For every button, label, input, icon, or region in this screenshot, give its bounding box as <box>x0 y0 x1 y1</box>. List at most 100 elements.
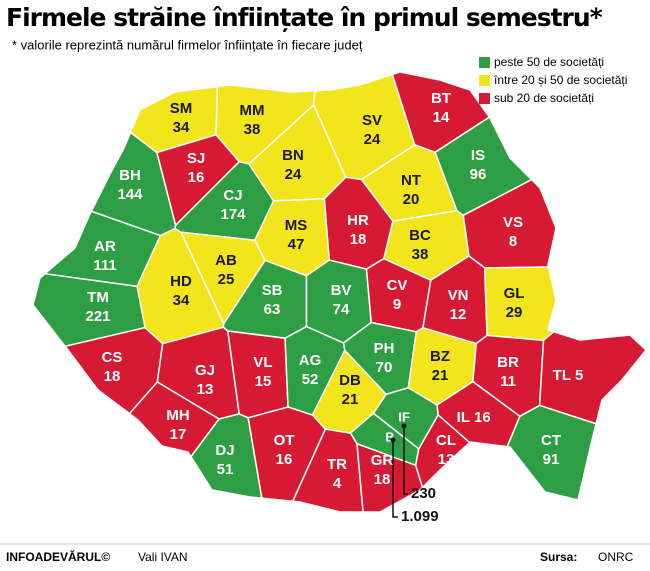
county-code: AB <box>215 252 237 269</box>
counties <box>32 71 648 513</box>
leader-dot <box>390 437 396 443</box>
county-value: 52 <box>302 371 319 388</box>
county-code: TL <box>553 367 571 384</box>
county-code: GR <box>371 452 394 469</box>
county-label: CS 18 <box>102 349 123 385</box>
county-label: SM 34 <box>170 100 193 136</box>
county-label: MM 38 <box>240 102 265 138</box>
legend: peste 50 de societăți între 20 și 50 de s… <box>479 55 627 105</box>
county-value: 11 <box>500 373 516 390</box>
county-value: 74 <box>333 301 350 318</box>
county-label: CT 91 <box>541 432 561 468</box>
county-label: CL 13 <box>436 432 456 468</box>
title: Firmele străine înființate în primul sem… <box>6 3 603 32</box>
leader-line <box>392 440 398 518</box>
county-value: 25 <box>218 271 235 288</box>
county-code: BV <box>331 282 352 299</box>
county <box>128 381 221 458</box>
county-value: 70 <box>376 359 393 376</box>
county-value: 8 <box>509 233 517 250</box>
county-code: PH <box>374 340 395 357</box>
county-code: BC <box>409 227 431 244</box>
county-label: BC 38 <box>409 227 431 263</box>
county-value: 34 <box>173 119 190 136</box>
county-code: IF <box>398 409 410 424</box>
county-label: IL 16 <box>457 409 491 426</box>
leader-dot <box>401 423 407 429</box>
county-label: AR 111 <box>93 238 116 274</box>
county-label: BH 144 <box>117 167 143 203</box>
county-code: SV <box>362 112 382 129</box>
county-value: 21 <box>432 367 449 384</box>
county-code: SM <box>170 100 193 117</box>
legend-swatch <box>479 57 490 68</box>
county-code: MS <box>285 217 308 234</box>
county-label: SJ 16 <box>187 150 205 186</box>
county-label: TL 5 <box>553 367 584 384</box>
county-value: 47 <box>288 236 305 253</box>
county-value: 51 <box>217 461 234 478</box>
footer-source-label: Sursa: <box>540 550 577 564</box>
county-code: VS <box>503 214 523 231</box>
county-label: GL 29 <box>504 285 525 321</box>
county-value: 18 <box>374 471 391 488</box>
legend-swatch <box>479 93 490 104</box>
county-label: VS 8 <box>503 214 523 250</box>
county-label: SV 24 <box>362 112 382 148</box>
county-code: NT <box>401 172 421 189</box>
county-label: HR 18 <box>347 212 369 248</box>
county-value: 4 <box>333 475 342 492</box>
county-label: GJ 13 <box>195 362 215 398</box>
county-value: 174 <box>220 206 246 223</box>
county-code: OT <box>274 432 295 449</box>
county-code: BN <box>282 147 304 164</box>
county-label: BV 74 <box>331 282 352 318</box>
county-label: PH 70 <box>374 340 395 376</box>
county <box>436 380 521 448</box>
county-code: CS <box>102 349 123 366</box>
county-label: OT 16 <box>274 432 295 468</box>
county-code: CJ <box>223 187 242 204</box>
county-label: IF 230 <box>398 409 436 502</box>
county-value: 38 <box>244 121 261 138</box>
county-label: NT 20 <box>401 172 421 208</box>
county-code: HD <box>170 273 192 290</box>
county-value: 29 <box>506 304 523 321</box>
county-code: GJ <box>195 362 215 379</box>
county-code: BT <box>431 90 451 107</box>
county-value: 96 <box>470 166 487 183</box>
county-code: GL <box>504 285 525 302</box>
county-value: 16 <box>188 169 205 186</box>
county-value: 16 <box>276 451 293 468</box>
county-code: IL <box>457 409 470 426</box>
county-label: HD 34 <box>170 273 192 309</box>
county-code: VN <box>448 287 469 304</box>
county-value: 91 <box>543 451 560 468</box>
footer-brand: INFOADEVĂRUL© <box>6 549 110 564</box>
county-label: BZ 21 <box>430 348 450 384</box>
leader-line <box>403 426 408 495</box>
subtitle: * valorile reprezintă numărul firmelor î… <box>12 37 363 52</box>
county-code: IS <box>471 147 485 164</box>
county-label: BT 14 <box>431 90 451 126</box>
county-label: BN 24 <box>282 147 304 183</box>
county-code: VL <box>253 354 272 371</box>
county-value: 111 <box>93 257 116 274</box>
legend-label: între 20 și 50 de societăți <box>493 73 627 87</box>
county-label: AG 52 <box>299 352 322 388</box>
county-value: 18 <box>350 231 367 248</box>
county-code: DJ <box>215 442 234 459</box>
county-label: TR 4 <box>327 456 347 492</box>
county-code: CT <box>541 432 561 449</box>
legend-label: peste 50 de societăți <box>494 55 604 69</box>
legend-label: sub 20 de societăți <box>494 91 594 105</box>
county-label: MH 17 <box>166 407 189 443</box>
county-value: 18 <box>104 368 121 385</box>
county-label: DB 21 <box>339 372 361 408</box>
county-value: 5 <box>575 367 583 384</box>
county-value: 20 <box>403 191 420 208</box>
county-label: CJ 174 <box>220 187 246 223</box>
county-code: HR <box>347 212 369 229</box>
county-label: IS 96 <box>470 147 487 183</box>
